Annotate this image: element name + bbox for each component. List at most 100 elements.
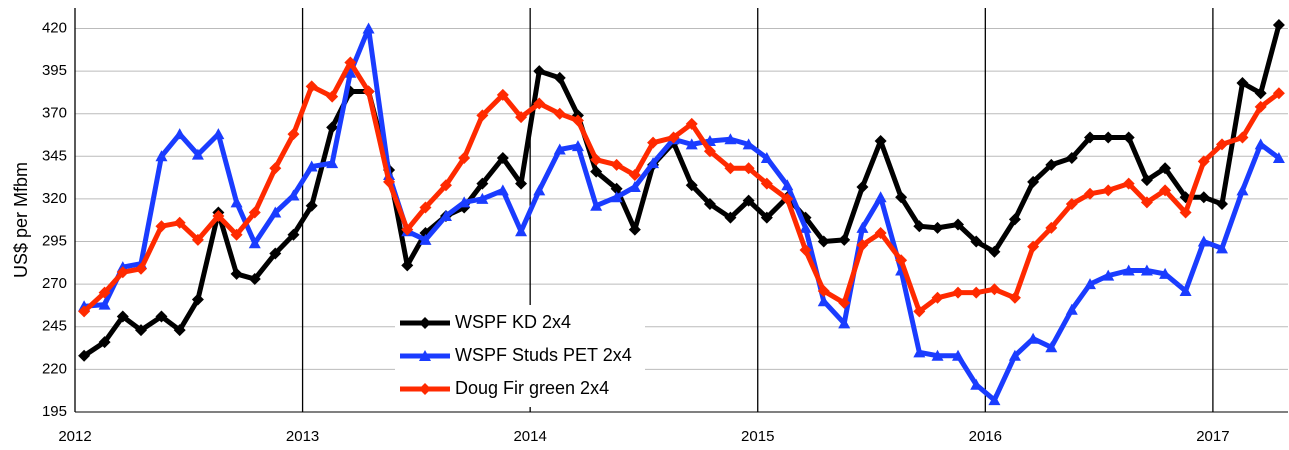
point [1045, 221, 1058, 234]
point [781, 192, 794, 205]
point [667, 131, 680, 144]
point [476, 109, 489, 122]
point [838, 296, 851, 309]
point [970, 286, 983, 299]
point [799, 221, 812, 233]
point [838, 317, 851, 329]
point [724, 211, 737, 224]
point [173, 324, 186, 337]
point [724, 162, 737, 175]
point [610, 182, 623, 195]
legend-marker [419, 383, 431, 395]
point [553, 143, 566, 155]
point [553, 107, 566, 120]
point [191, 293, 204, 306]
point [1065, 198, 1078, 211]
point [1102, 184, 1115, 197]
point [856, 180, 869, 193]
point [476, 192, 489, 204]
point [913, 305, 926, 318]
point [326, 121, 339, 134]
point [155, 310, 168, 323]
point [191, 148, 204, 160]
point [838, 233, 851, 246]
point [970, 378, 983, 390]
point [628, 169, 641, 182]
point [970, 235, 983, 248]
y-tick-label: 370 [42, 105, 67, 122]
point [98, 298, 111, 310]
point [305, 80, 318, 93]
point [515, 177, 528, 190]
point [78, 349, 91, 362]
point [1065, 303, 1078, 315]
point [383, 175, 396, 188]
point [305, 160, 318, 172]
point [817, 295, 830, 307]
point [724, 133, 737, 145]
point [230, 196, 243, 208]
point [988, 394, 1001, 406]
point [326, 90, 339, 103]
point [248, 237, 261, 249]
point [1197, 235, 1210, 247]
point [1122, 131, 1135, 144]
point [1159, 184, 1172, 197]
point [1084, 187, 1097, 200]
point [1008, 349, 1021, 361]
legend-label: WSPF KD 2x4 [455, 312, 571, 332]
point [1140, 264, 1153, 276]
point [515, 111, 528, 124]
point [1236, 184, 1249, 196]
y-axis-label: US$ per Mfbm [11, 162, 31, 278]
x-tick-label: 2014 [513, 428, 546, 445]
point [173, 216, 186, 229]
point [895, 191, 908, 204]
point [1084, 278, 1097, 290]
point [116, 310, 129, 323]
point [98, 286, 111, 299]
line [82, 60, 1281, 314]
y-tick-label: 220 [42, 360, 67, 377]
point [269, 247, 282, 260]
point [799, 244, 812, 257]
point [1027, 332, 1040, 344]
line [82, 24, 1282, 358]
point [1102, 131, 1115, 144]
point [248, 273, 261, 286]
point [1122, 264, 1135, 276]
point [760, 177, 773, 190]
point [590, 199, 603, 211]
point [1140, 174, 1153, 187]
point [1272, 19, 1285, 32]
point [571, 114, 584, 127]
point [1272, 87, 1285, 100]
point [685, 117, 698, 130]
point [287, 189, 300, 201]
point [703, 198, 716, 211]
point [988, 283, 1001, 296]
point [191, 233, 204, 246]
point [952, 349, 965, 361]
point [647, 136, 660, 149]
point [1122, 177, 1135, 190]
point [1197, 155, 1210, 168]
point [988, 245, 1001, 258]
series [78, 56, 1285, 318]
point [856, 221, 869, 233]
point [628, 223, 641, 236]
y-tick-label: 295 [42, 233, 67, 250]
point [1008, 213, 1021, 226]
point [230, 228, 243, 241]
line [83, 25, 1281, 403]
point [628, 180, 641, 192]
point [913, 220, 926, 233]
point [212, 209, 225, 222]
point [1140, 196, 1153, 209]
point [1027, 240, 1040, 253]
x-tick-label: 2016 [969, 428, 1002, 445]
point [856, 238, 869, 251]
x-tick-label: 2015 [741, 428, 774, 445]
point [1216, 242, 1229, 254]
